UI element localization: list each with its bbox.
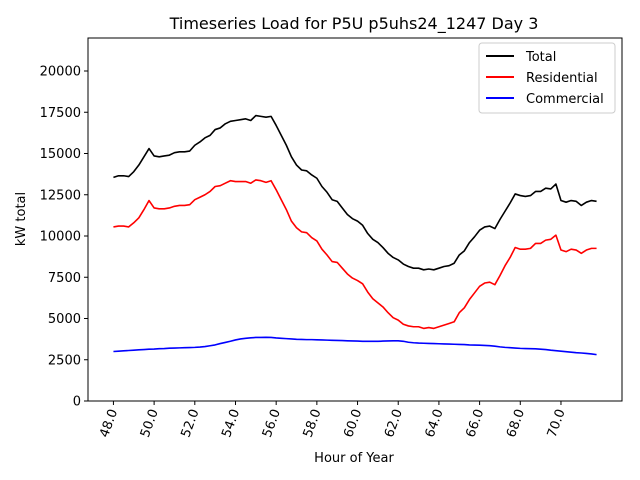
y-tick-label: 10000 <box>40 230 81 245</box>
series-line-residential <box>113 179 597 330</box>
y-axis-ticks: 0 2500 5000 7500 10000 12500 15000 17500 20000 <box>40 65 88 410</box>
y-tick-label: 5000 <box>48 312 81 327</box>
y-axis-label: kW total <box>14 192 29 246</box>
legend-box <box>478 42 616 114</box>
y-tick-label: 15000 <box>40 147 81 162</box>
chart-title: Timeseries Load for P5U p5uhs24_1247 Day… <box>169 14 539 34</box>
y-tick-label: 17500 <box>40 106 81 121</box>
series-line-total <box>113 114 597 271</box>
x-axis-label: Hour of Year <box>314 451 394 466</box>
series-line-commercial <box>113 336 597 356</box>
plot-frame <box>87 37 623 402</box>
legend: Total Residential Commercial <box>478 42 616 114</box>
y-tick-label: 20000 <box>40 65 81 80</box>
y-tick-label: 7500 <box>48 271 81 286</box>
legend-label-total: Total <box>525 50 556 65</box>
y-tick-label: 0 <box>73 395 81 410</box>
legend-label-commercial: Commercial <box>526 92 604 107</box>
series-layer <box>113 114 597 356</box>
y-tick-label: 2500 <box>48 353 81 368</box>
legend-label-residential: Residential <box>526 71 598 86</box>
y-tick-label: 12500 <box>40 188 81 203</box>
